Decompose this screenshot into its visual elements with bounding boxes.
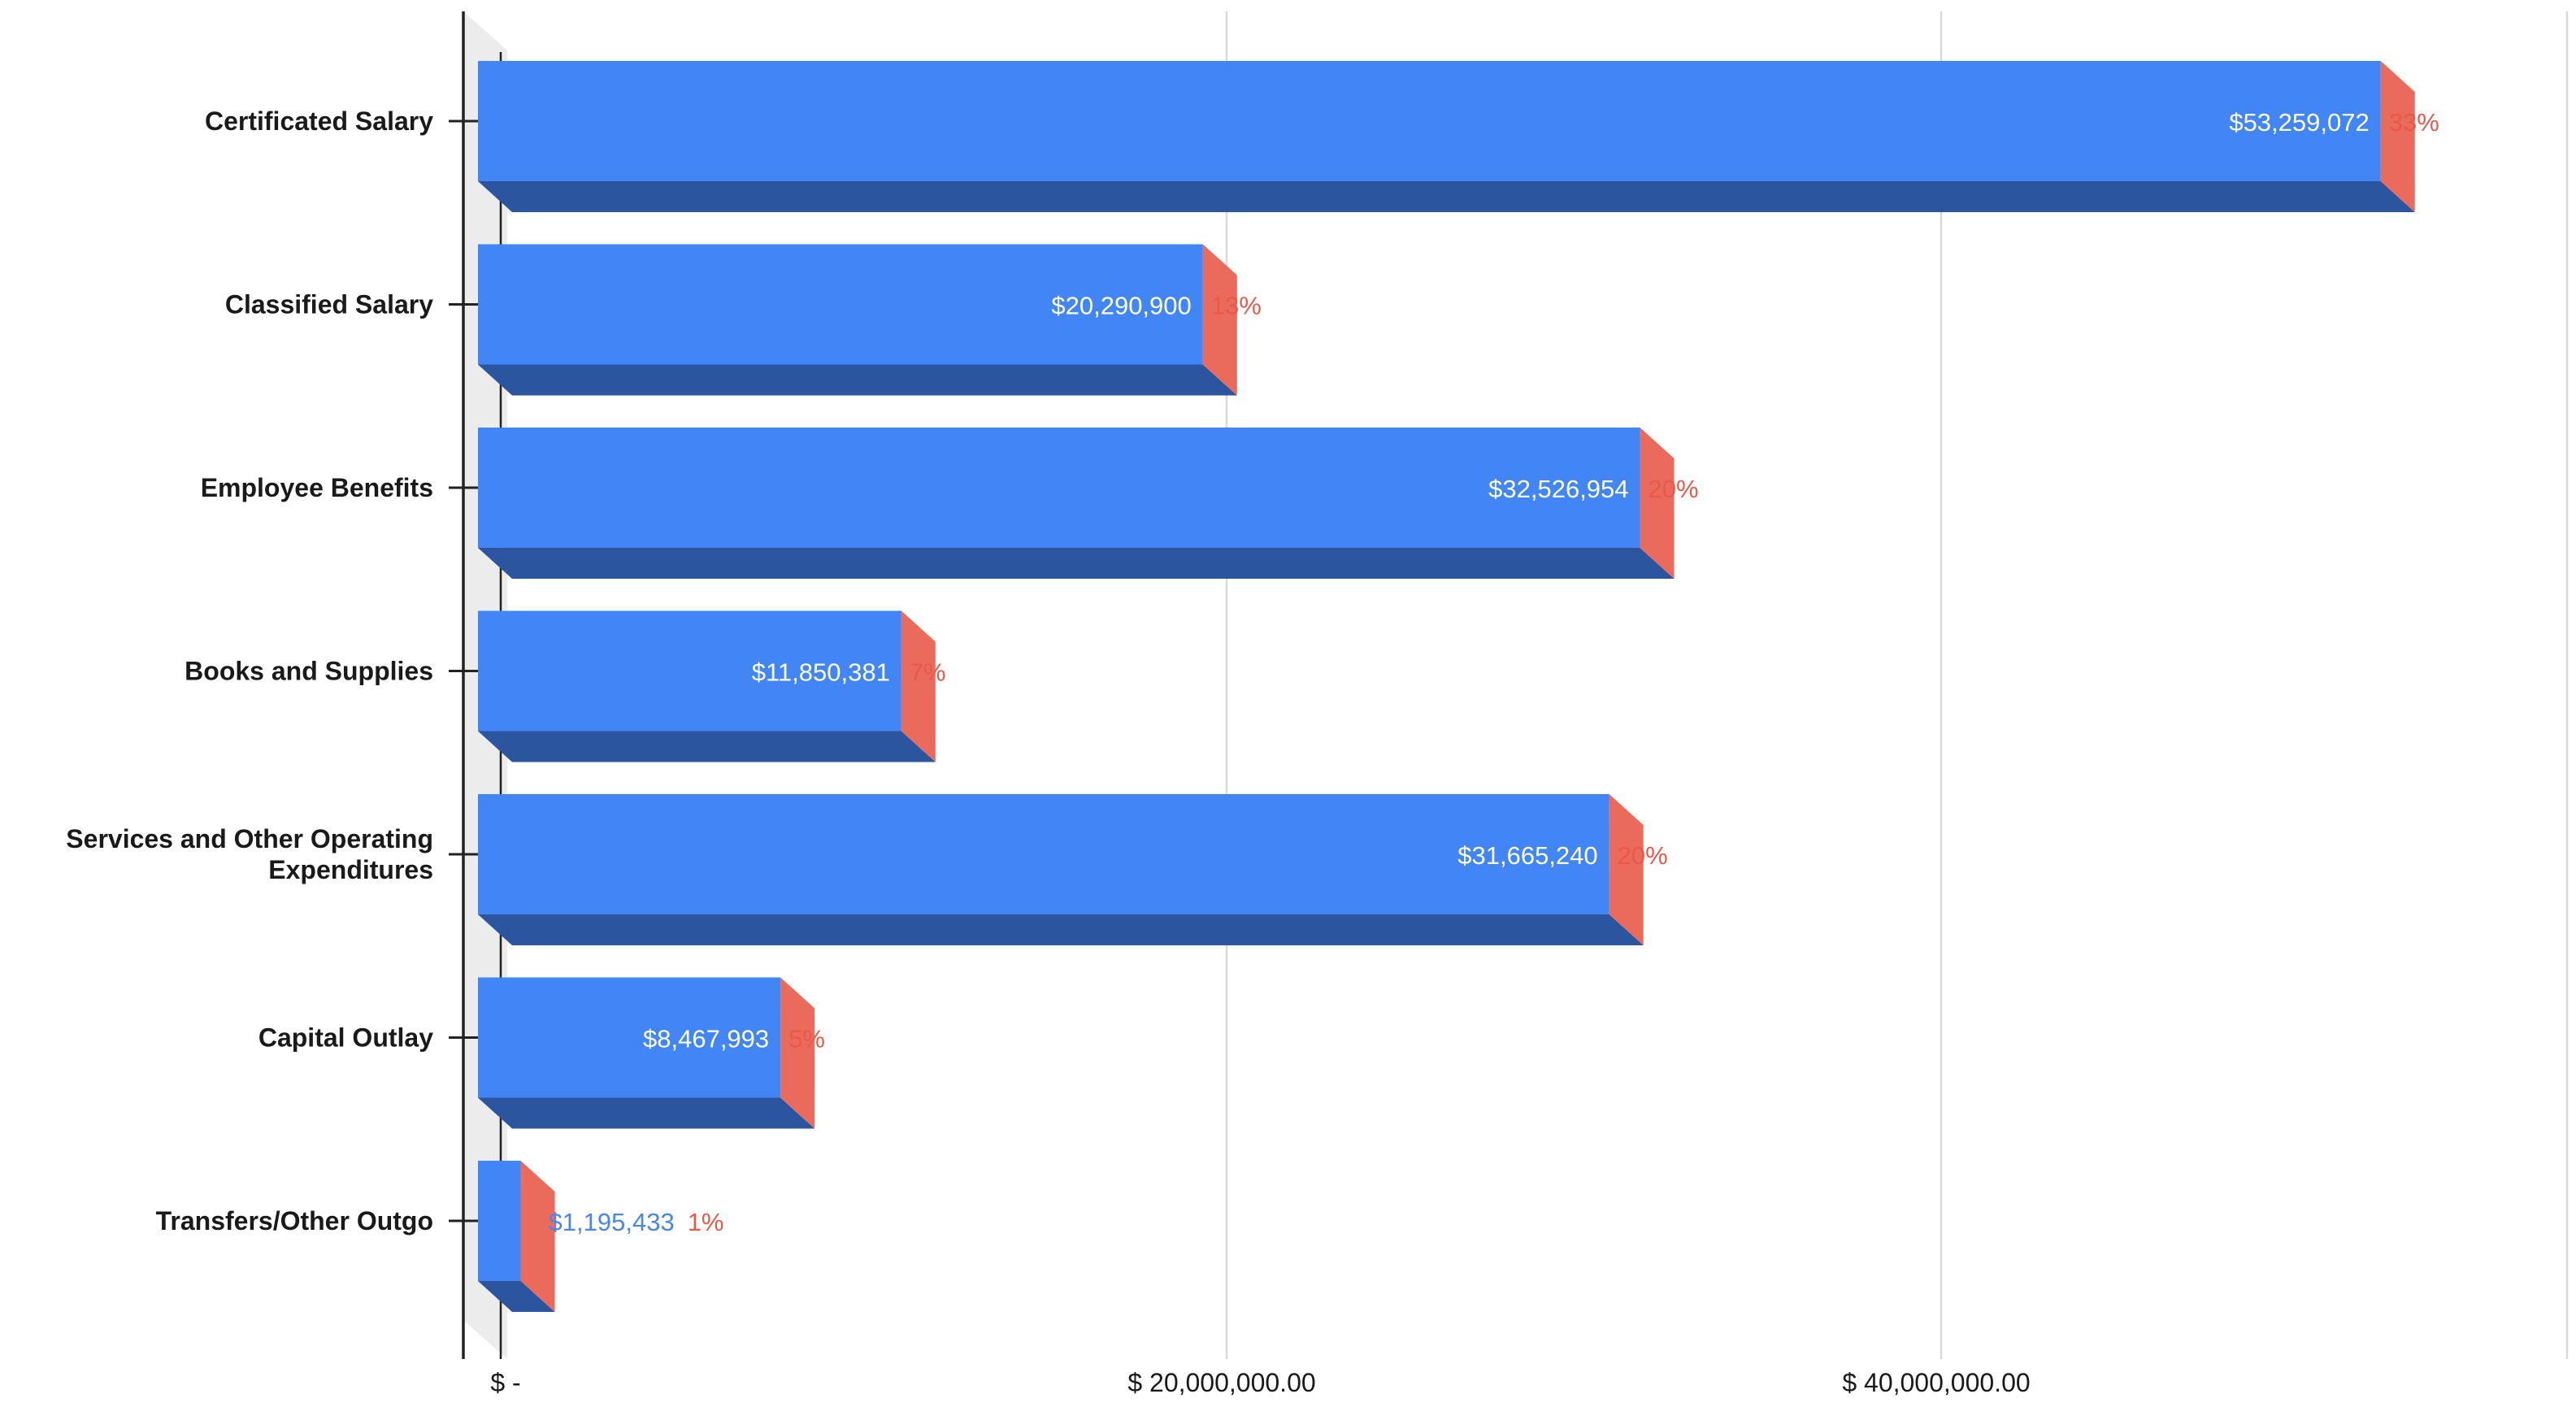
bar[interactable] [478, 977, 781, 1098]
category-label: Certificated Salary [205, 106, 433, 136]
category-label: Capital Outlay [258, 1023, 433, 1053]
category-labels: Certificated Salary Classified Salary Empl… [66, 106, 478, 1235]
bar[interactable] [478, 1161, 521, 1281]
value-label: $8,467,993 [643, 1025, 769, 1053]
category-label: Books and Supplies [185, 657, 433, 686]
percent-label: 33% [2389, 108, 2439, 137]
bar-bottom-face [478, 548, 1675, 579]
bar-bottom-face [478, 364, 1237, 396]
x-tick-labels: $ - $ 20,000,000.00 $ 40,000,000.00 [490, 1368, 2030, 1397]
x-tick-label: $ 40,000,000.00 [1842, 1368, 2030, 1397]
value-label: $1,195,433 [549, 1208, 675, 1236]
percent-label: 13% [1211, 292, 1262, 320]
bar-side-face [1202, 244, 1237, 396]
bar[interactable] [478, 610, 901, 732]
bar-side-face [2380, 61, 2415, 212]
x-tick-label: $ - [490, 1368, 520, 1397]
percent-label: 7% [910, 658, 946, 687]
value-label: $53,259,072 [2229, 108, 2369, 137]
bars [478, 61, 2415, 1312]
percent-label: 20% [1618, 841, 1668, 870]
gridlines [1225, 11, 2569, 1359]
bar-side-face [520, 1161, 555, 1312]
value-label: $31,665,240 [1457, 841, 1597, 870]
value-label: $11,850,381 [752, 658, 890, 687]
bar-side-face [901, 610, 936, 762]
bar[interactable] [478, 244, 1203, 365]
x-tick-label: $ 20,000,000.00 [1127, 1368, 1315, 1397]
bar[interactable] [478, 428, 1640, 548]
data-labels: $53,259,072 33% $20,290,900 13% $32,526,954 2… [549, 108, 2439, 1236]
bar-bottom-face [478, 731, 936, 762]
bar-bottom-face [478, 181, 2415, 212]
bar[interactable] [478, 794, 1609, 914]
category-label: Services and Other Operating [66, 824, 433, 853]
percent-label: 1% [688, 1208, 724, 1236]
percent-label: 20% [1649, 475, 1699, 503]
category-label: Transfers/Other Outgo [156, 1206, 433, 1235]
category-label: Employee Benefits [201, 473, 433, 502]
bar-side-face [780, 977, 815, 1129]
value-label: $32,526,954 [1488, 475, 1628, 503]
bar[interactable] [478, 61, 2381, 181]
bar-side-face [1640, 428, 1675, 579]
bar-side-face [1609, 794, 1644, 945]
bar-bottom-face [478, 914, 1644, 945]
value-label: $20,290,900 [1051, 292, 1191, 320]
bar-bottom-face [478, 1281, 555, 1312]
category-label: Expenditures [268, 855, 433, 884]
bar-bottom-face [478, 1097, 815, 1129]
percent-label: 5% [788, 1025, 825, 1053]
category-label: Classified Salary [225, 290, 433, 319]
